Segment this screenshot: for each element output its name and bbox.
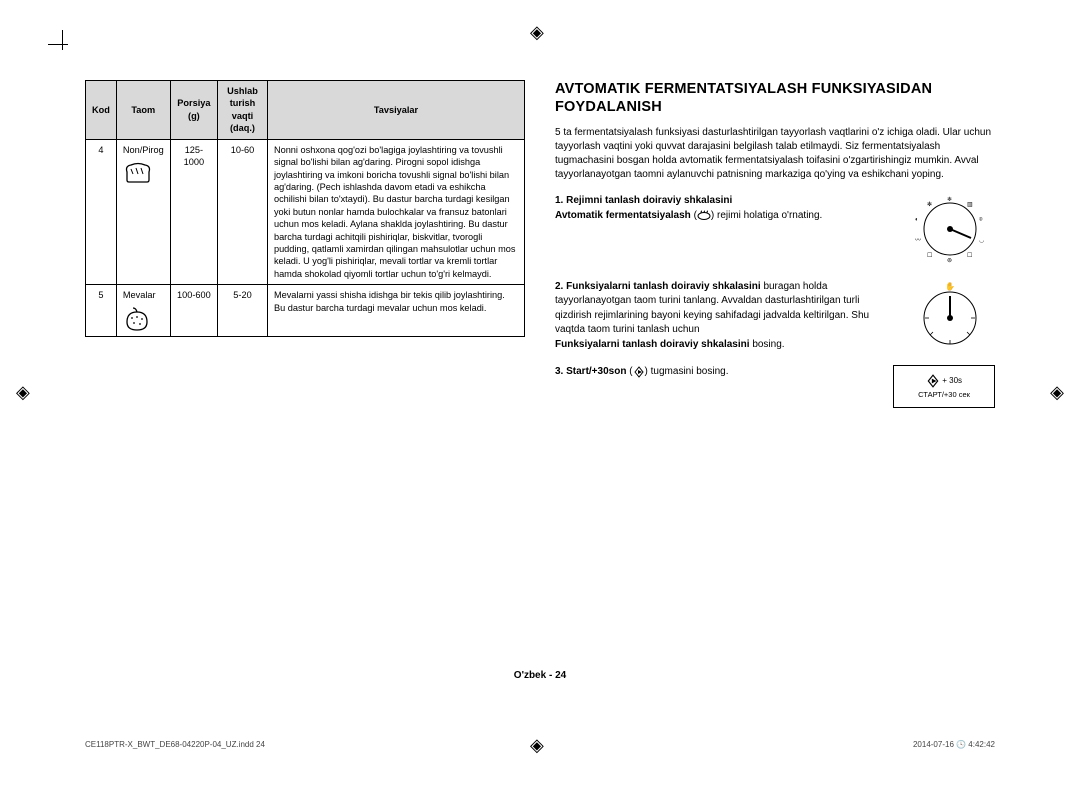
registration-mark: ◈ bbox=[16, 382, 30, 403]
registration-mark: ◈ bbox=[530, 735, 544, 756]
step-bold: Funksiyalarni tanlash doiraviy shkalasin… bbox=[566, 281, 761, 292]
cell-ushlab: 10-60 bbox=[218, 139, 268, 285]
cell-taom: Mevalar bbox=[116, 285, 170, 336]
svg-text:⊚: ⊚ bbox=[947, 258, 952, 264]
crop-mark bbox=[48, 30, 78, 60]
step-1: 1. Rejimni tanlash doiraviy shkalasini A… bbox=[555, 194, 995, 270]
start-button-diagram: + 30s СТАРТ/+30 сек bbox=[885, 365, 995, 408]
step-rest: rejimi holatiga o'rnating. bbox=[717, 210, 822, 221]
svg-text:◡: ◡ bbox=[979, 238, 984, 244]
ferment-icon bbox=[697, 210, 711, 220]
cell-ushlab: 5-20 bbox=[218, 285, 268, 336]
btn-label: СТАРТ/+30 сек bbox=[900, 390, 988, 401]
page-footer-left: CE118PTR-X_BWT_DE68-04220P-04_UZ.indd 24 bbox=[85, 740, 265, 749]
th-porsiya: Porsiya (g) bbox=[170, 81, 217, 140]
svg-text:☐: ☐ bbox=[967, 252, 972, 259]
table-row: 5 Mevalar 100-600 5-20 Mevalarni yassi s… bbox=[86, 285, 525, 336]
left-column: Kod Taom Porsiya (g) Ushlab turish vaqti… bbox=[85, 80, 525, 418]
svg-text:☐: ☐ bbox=[927, 252, 932, 259]
th-ushlab: Ushlab turish vaqti (daq.) bbox=[218, 81, 268, 140]
taom-label: Non/Pirog bbox=[123, 145, 164, 155]
cell-porsiya: 125-1000 bbox=[170, 139, 217, 285]
step-2: 2. Funksiyalarni tanlash doiraviy shkala… bbox=[555, 280, 995, 356]
bread-icon bbox=[123, 160, 153, 184]
cell-tavsiyalar: Mevalarni yassi shisha idishga bir tekis… bbox=[267, 285, 524, 336]
svg-text:〰: 〰 bbox=[915, 238, 921, 244]
step-bold2: Funksiyalarni tanlash doiraviy shkalasin… bbox=[555, 339, 750, 350]
cell-tavsiyalar: Nonni oshxona qog'ozi bo'lagiga joylasht… bbox=[267, 139, 524, 285]
mode-dial-icon: ❄ ▥ ⌾ ◡ ☐ ⊚ ☐ 〰 ◐ ✻ bbox=[905, 194, 995, 270]
step-3: 3. Start/+30son () tugmasini bosing. + 3… bbox=[555, 365, 995, 408]
cell-taom: Non/Pirog bbox=[116, 139, 170, 285]
step-number: 1. bbox=[555, 195, 563, 206]
svg-text:✻: ✻ bbox=[927, 201, 932, 208]
step-bold: Start/+30son bbox=[566, 366, 626, 377]
cell-kod: 5 bbox=[86, 285, 117, 336]
svg-text:❄: ❄ bbox=[947, 196, 952, 203]
step-number: 3. bbox=[555, 366, 563, 377]
registration-mark: ◈ bbox=[530, 22, 544, 43]
cell-kod: 4 bbox=[86, 139, 117, 285]
start-icon bbox=[926, 374, 940, 388]
svg-text:✋: ✋ bbox=[945, 281, 955, 291]
step-text: 1. Rejimni tanlash doiraviy shkalasini A… bbox=[555, 194, 905, 270]
step-rest: tugmasini bosing. bbox=[651, 366, 729, 377]
step-bold2: Avtomatik fermentatsiyalash bbox=[555, 210, 691, 221]
start-icon bbox=[633, 366, 645, 378]
th-taom: Taom bbox=[116, 81, 170, 140]
svg-text:◐: ◐ bbox=[915, 217, 919, 223]
th-kod: Kod bbox=[86, 81, 117, 140]
step-rest: bosing. bbox=[752, 339, 784, 350]
step-number: 2. bbox=[555, 281, 563, 292]
btn-30s: + 30s bbox=[942, 376, 962, 385]
table-row: 4 Non/Pirog 125-1000 10-60 Nonni oshxona… bbox=[86, 139, 525, 285]
svg-text:▥: ▥ bbox=[967, 202, 973, 208]
registration-mark: ◈ bbox=[1050, 382, 1064, 403]
right-column: AVTOMATIK FERMENTATSIYALASH FUNKSIYASIDA… bbox=[555, 80, 995, 418]
step-text: 2. Funksiyalarni tanlash doiraviy shkala… bbox=[555, 280, 905, 356]
intro-text: 5 ta fermentatsiyalash funksiyasi dastur… bbox=[555, 126, 995, 182]
fruit-icon bbox=[123, 306, 151, 332]
svg-text:⌾: ⌾ bbox=[979, 217, 983, 223]
step-bold: Rejimni tanlash doiraviy shkalasini bbox=[566, 195, 732, 206]
th-tavsiyalar: Tavsiyalar bbox=[267, 81, 524, 140]
function-dial-icon: ✋ bbox=[905, 280, 995, 356]
step-text: 3. Start/+30son () tugmasini bosing. bbox=[555, 365, 885, 408]
taom-label: Mevalar bbox=[123, 290, 156, 300]
steps-list: 1. Rejimni tanlash doiraviy shkalasini A… bbox=[555, 194, 995, 408]
defrost-table: Kod Taom Porsiya (g) Ushlab turish vaqti… bbox=[85, 80, 525, 337]
page-footer-center: O'zbek - 24 bbox=[0, 670, 1080, 681]
cell-porsiya: 100-600 bbox=[170, 285, 217, 336]
section-heading: AVTOMATIK FERMENTATSIYALASH FUNKSIYASIDA… bbox=[555, 80, 995, 116]
page-content: Kod Taom Porsiya (g) Ushlab turish vaqti… bbox=[85, 80, 995, 418]
page-footer-right: 2014-07-16 🕓 4:42:42 bbox=[913, 740, 995, 749]
